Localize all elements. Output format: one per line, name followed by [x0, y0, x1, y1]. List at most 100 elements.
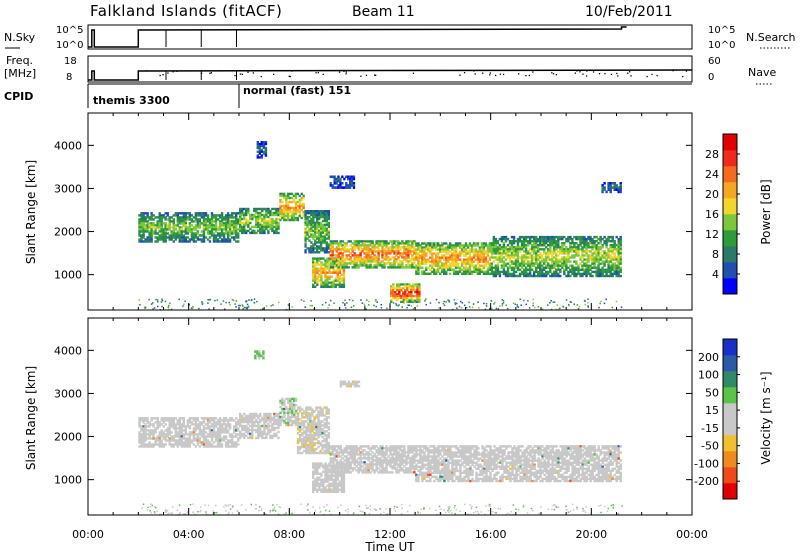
power-echo-cell	[409, 264, 412, 267]
power-echo-cell	[342, 279, 346, 282]
power-echo-cell	[403, 244, 406, 247]
power-echo-cell	[359, 264, 362, 267]
power-echo-cell	[188, 216, 192, 219]
power-echo-cell	[300, 192, 303, 196]
power-echo-cell	[575, 274, 578, 278]
nave-dot	[482, 72, 484, 74]
power-echo-cell	[208, 222, 212, 225]
power-echo-cell	[178, 220, 181, 223]
power-echo-cell	[326, 281, 329, 284]
power-echo-cell	[337, 179, 340, 183]
power-echo-cell	[220, 234, 224, 237]
nave-dot	[651, 73, 653, 76]
power-echo-cell	[319, 233, 323, 236]
power-echo-cell	[192, 234, 196, 237]
power-echo-cell	[154, 240, 157, 243]
power-speckle-cell	[495, 307, 498, 310]
power-echo-cell	[158, 238, 161, 241]
power-speckle-cell	[392, 302, 395, 304]
power-echo-cell	[403, 258, 406, 261]
power-echo-cell	[320, 269, 323, 272]
power-echo-cell	[279, 192, 282, 196]
power-echo-cell	[607, 274, 610, 278]
power-echo-cell	[345, 254, 348, 257]
power-echo-cell	[320, 263, 323, 266]
power-echo-cell	[285, 202, 288, 206]
power-echo-cell	[150, 222, 153, 225]
power-echo-cell	[292, 210, 296, 214]
power-echo-cell	[194, 218, 198, 221]
power-echo-cell	[308, 227, 311, 230]
power-echo-cell	[212, 228, 216, 231]
power-speckle-cell	[460, 300, 462, 303]
power-echo-cell	[381, 248, 384, 251]
power-speckle-cell	[270, 305, 273, 307]
power-echo-cell	[383, 266, 386, 269]
power-echo-cell	[324, 281, 327, 284]
velocity-echo-cell	[325, 451, 328, 455]
power-speckle-cell	[534, 306, 536, 309]
power-echo-cell	[318, 259, 321, 262]
power-echo-cell	[336, 283, 339, 286]
power-echo-cell	[273, 231, 276, 235]
power-echo-cell	[559, 274, 562, 278]
power-echo-cell	[304, 241, 307, 244]
power-speckle-cell	[222, 300, 225, 302]
power-speckle-cell	[485, 305, 488, 307]
power-speckle-cell	[490, 300, 493, 302]
power-echo-cell	[162, 216, 165, 219]
power-echo-cell	[316, 227, 319, 230]
power-echo-cell	[390, 294, 393, 298]
power-speckle-cell	[523, 299, 525, 302]
power-echo-cell	[146, 214, 149, 217]
power-echo-cell	[304, 235, 307, 238]
power-echo-cell	[343, 246, 346, 249]
nave-dot	[576, 70, 578, 72]
velocity-echo-cell	[321, 447, 324, 451]
power-echo-cell	[228, 216, 232, 219]
power-echo-cell	[208, 226, 212, 229]
power-echo-cell	[325, 241, 328, 244]
power-echo-cell	[341, 182, 344, 185]
power-echo-cell	[192, 220, 196, 223]
power-echo-cell	[152, 218, 155, 221]
power-echo-cell	[261, 207, 264, 211]
power-echo-cell	[160, 232, 163, 235]
power-echo-cell	[210, 212, 214, 215]
power-echo-cell	[277, 231, 280, 235]
power-echo-cell	[259, 215, 262, 219]
power-echo-cell	[140, 218, 143, 221]
power-echo-cell	[607, 237, 610, 241]
power-echo-cell	[381, 244, 384, 247]
velocity-echo-cell	[220, 445, 224, 448]
power-echo-cell	[377, 258, 380, 261]
power-echo-cell	[174, 232, 177, 235]
power-echo-cell	[150, 240, 153, 243]
power-echo-cell	[373, 244, 376, 247]
power-echo-cell	[140, 224, 143, 227]
power-echo-cell	[160, 234, 163, 237]
power-echo-cell	[170, 220, 173, 223]
power-echo-cell	[241, 209, 244, 213]
power-echo-cell	[200, 222, 204, 225]
power-echo-cell	[158, 236, 161, 239]
power-echo-cell	[392, 283, 395, 286]
power-echo-cell	[245, 221, 248, 225]
power-speckle-cell	[424, 300, 426, 302]
velocity-echo-cell	[275, 422, 278, 426]
power-echo-cell	[342, 281, 346, 284]
power-echo-cell	[212, 224, 216, 227]
power-speckle-cell	[198, 307, 200, 310]
power-echo-cell	[325, 210, 328, 213]
power-echo-cell	[329, 246, 332, 249]
power-echo-cell	[377, 244, 380, 247]
power-echo-cell	[184, 214, 187, 217]
power-echo-cell	[342, 285, 346, 288]
power-echo-cell	[198, 214, 202, 217]
nave-dot	[616, 72, 618, 75]
power-echo-cell	[168, 234, 171, 237]
power-echo-cell	[194, 236, 198, 239]
power-speckle-cell	[537, 306, 540, 308]
power-echo-cell	[385, 244, 388, 247]
power-echo-cell	[228, 222, 232, 225]
